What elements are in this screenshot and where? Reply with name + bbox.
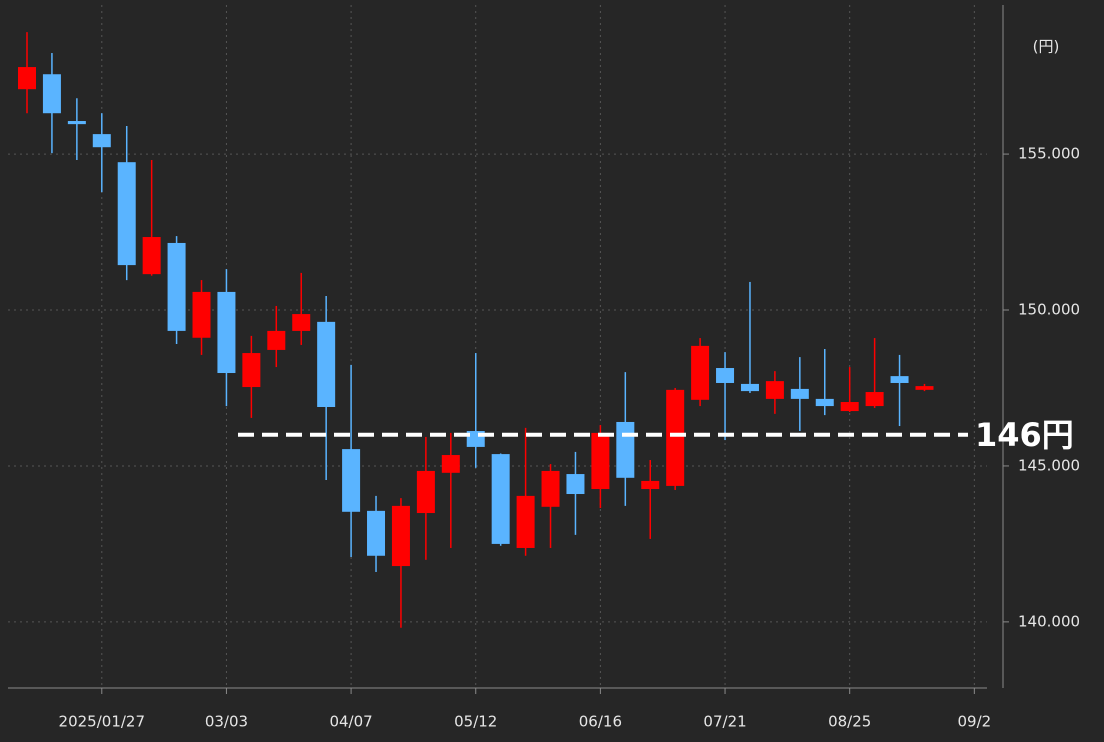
- candle-body: [92, 134, 111, 148]
- y-tick-label: 150.000: [1018, 301, 1080, 319]
- y-tick-label: 140.000: [1018, 612, 1080, 630]
- candle-body: [790, 388, 809, 399]
- x-tick-label: 09/2: [957, 713, 991, 731]
- candle-body: [641, 480, 660, 490]
- x-tick-label: 04/07: [329, 713, 372, 731]
- candle-body: [765, 381, 784, 399]
- candle-body: [915, 386, 934, 390]
- x-tick-label: 06/16: [579, 713, 622, 731]
- candle-body: [267, 330, 286, 350]
- x-tick-label: 2025/01/27: [59, 713, 145, 731]
- candle-body: [691, 345, 710, 400]
- candle-body: [616, 421, 635, 478]
- candle-body: [416, 470, 435, 514]
- y-tick-label: 145.000: [1018, 456, 1080, 474]
- candle-body: [566, 474, 585, 495]
- candle-body: [67, 121, 86, 125]
- candle-body: [591, 432, 610, 490]
- candle-body: [441, 455, 460, 473]
- candle-body: [342, 449, 361, 512]
- x-tick-label: 07/21: [703, 713, 746, 731]
- y-tick-label: 155.000: [1018, 145, 1080, 163]
- candle-body: [292, 314, 311, 331]
- candle-body: [317, 321, 336, 408]
- candle-body: [716, 368, 735, 383]
- candle-body: [840, 402, 859, 412]
- candle-body: [217, 291, 236, 374]
- reference-label: 146円: [975, 416, 1074, 454]
- candle-body: [491, 454, 510, 544]
- candle-body: [740, 383, 759, 392]
- candle-body: [666, 389, 685, 486]
- candle-body: [117, 162, 136, 266]
- candle-body: [367, 510, 386, 556]
- plot-area: [8, 5, 987, 688]
- x-tick-label: 03/03: [205, 713, 248, 731]
- candle-body: [142, 237, 161, 275]
- candle-body: [516, 495, 535, 548]
- candle-body: [541, 470, 560, 507]
- x-tick-label: 05/12: [454, 713, 497, 731]
- candle-body: [242, 353, 261, 388]
- candle-body: [890, 376, 909, 383]
- candle-body: [815, 398, 834, 407]
- candle-body: [391, 505, 410, 567]
- candle-body: [18, 67, 36, 90]
- candle-body: [167, 242, 186, 331]
- candle-body: [42, 74, 61, 114]
- unit-label: (円): [1033, 38, 1060, 56]
- candle-body: [192, 291, 211, 338]
- x-tick-label: 08/25: [828, 713, 871, 731]
- candle-body: [865, 392, 884, 407]
